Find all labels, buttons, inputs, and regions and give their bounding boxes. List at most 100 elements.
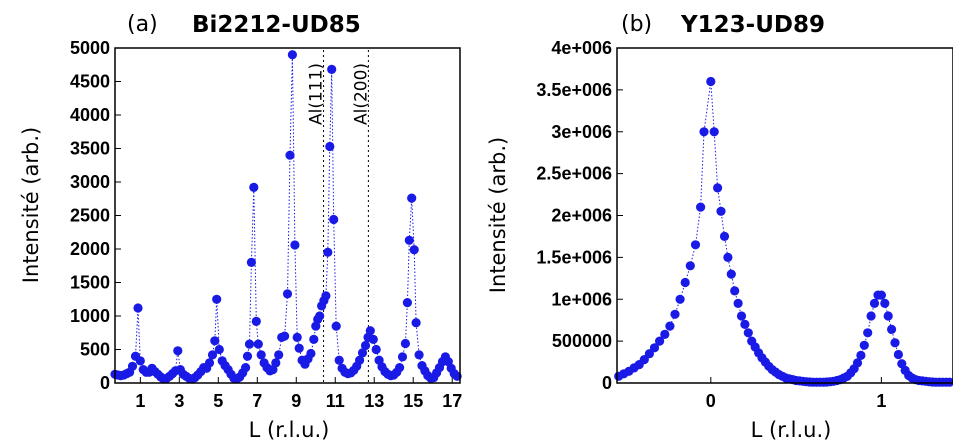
xtick-label: 9 [291,391,301,411]
data-point [859,340,869,350]
ytick-label: 5000 [70,38,110,58]
data-point [880,298,890,308]
panel-a-title: Bi2212-UD85 [192,12,361,38]
panel-b-title: Y123-UD89 [680,12,825,38]
data-point [246,257,256,267]
data-point [414,350,424,360]
data-point [133,303,143,313]
data-point [242,351,253,361]
ytick-label: 1000 [70,306,110,326]
data-point [204,358,215,368]
xtick-label: 7 [252,391,262,411]
panel-a: (a) Bi2212-UD85 Intensité (arb.) L (r.l.… [19,12,462,442]
data-point [214,344,224,355]
data-point [331,321,341,331]
data-point [409,245,419,255]
annotation-label: Al(200) [351,63,371,125]
data-point [675,294,685,304]
xtick-label: 5 [213,391,223,411]
data-point [699,127,709,137]
data-point [733,298,743,308]
data-point [274,350,284,360]
ytick-label: 2000 [70,239,110,259]
ytick-label: 4e+006 [551,38,612,58]
data-point [670,309,680,319]
panel-a-plot-frame [114,47,461,384]
data-point [315,311,325,321]
data-point [212,294,222,304]
data-point [397,352,408,362]
panel-a-ylabel: Intensité (arb.) [19,127,43,283]
ytick-label: 4000 [70,105,110,125]
xtick-label: 17 [442,391,462,411]
panel-b-ylabel: Intensité (arb.) [486,137,510,293]
data-point [271,358,281,368]
ytick-label: 4500 [70,72,110,92]
panel-b: (b) Y123-UD89 Intensité (arb.) L (r.l.u.… [486,12,953,442]
data-point [241,363,251,373]
xtick-label: 15 [403,391,423,411]
data-point [713,183,723,193]
xtick-label: 1 [135,391,145,411]
ytick-label: 0 [100,373,110,393]
data-point [294,343,304,353]
data-point [945,377,953,387]
panel-a-label: (a) [127,12,158,37]
data-point [890,338,900,348]
data-point [723,252,733,262]
data-point [869,298,880,308]
data-point [290,240,300,250]
data-point [407,193,417,203]
data-point [655,336,665,346]
ytick-label: 500000 [552,331,612,351]
data-point [856,350,866,360]
ytick-label: 3500 [70,139,110,159]
panel-a-annotations: Al(111) Al(200) [307,50,371,383]
data-point [685,261,695,271]
data-point [327,64,337,74]
data-point [709,127,719,137]
ytick-label: 2500 [70,206,110,226]
data-point [866,311,876,321]
data-point [887,324,897,334]
data-point [173,346,183,356]
data-point [306,348,316,359]
data-point [706,76,716,87]
data-point [309,334,319,344]
panel-b-label: (b) [621,12,652,37]
data-point [256,350,266,360]
data-point [404,235,414,245]
data-point [660,329,670,339]
data-point [249,182,259,192]
data-point [127,361,138,371]
series-line [114,54,458,380]
panel-a-xlabel: L (r.l.u.) [249,418,330,442]
data-point [321,291,331,301]
data-point [355,355,365,365]
ytick-label: 1e+006 [551,289,612,309]
data-point [680,277,690,288]
data-point [696,202,706,212]
data-point [357,348,368,358]
data-point [253,339,263,349]
data-point [400,338,410,349]
ytick-label: 3000 [70,172,110,192]
data-point [371,344,381,355]
ytick-label: 2e+006 [551,206,612,226]
data-point [207,350,218,360]
xtick-label: 0 [706,391,716,411]
data-point [325,141,335,152]
panel-b-xlabel: L (r.l.u.) [751,418,832,442]
data-point [368,334,378,344]
data-point [244,339,255,349]
data-point [736,311,747,321]
panel-b-plot-frame [616,47,953,384]
ytick-label: 0 [602,373,612,393]
panel-a-ticks: 0 500 1000 1500 2000 2500 3000 3500 4000 4500 5000… [70,38,462,411]
ytick-label: 3.5e+006 [536,80,612,100]
data-point [883,311,893,321]
data-point [893,349,904,360]
data-point [719,231,730,241]
data-point [282,289,293,299]
data-point [863,328,873,338]
